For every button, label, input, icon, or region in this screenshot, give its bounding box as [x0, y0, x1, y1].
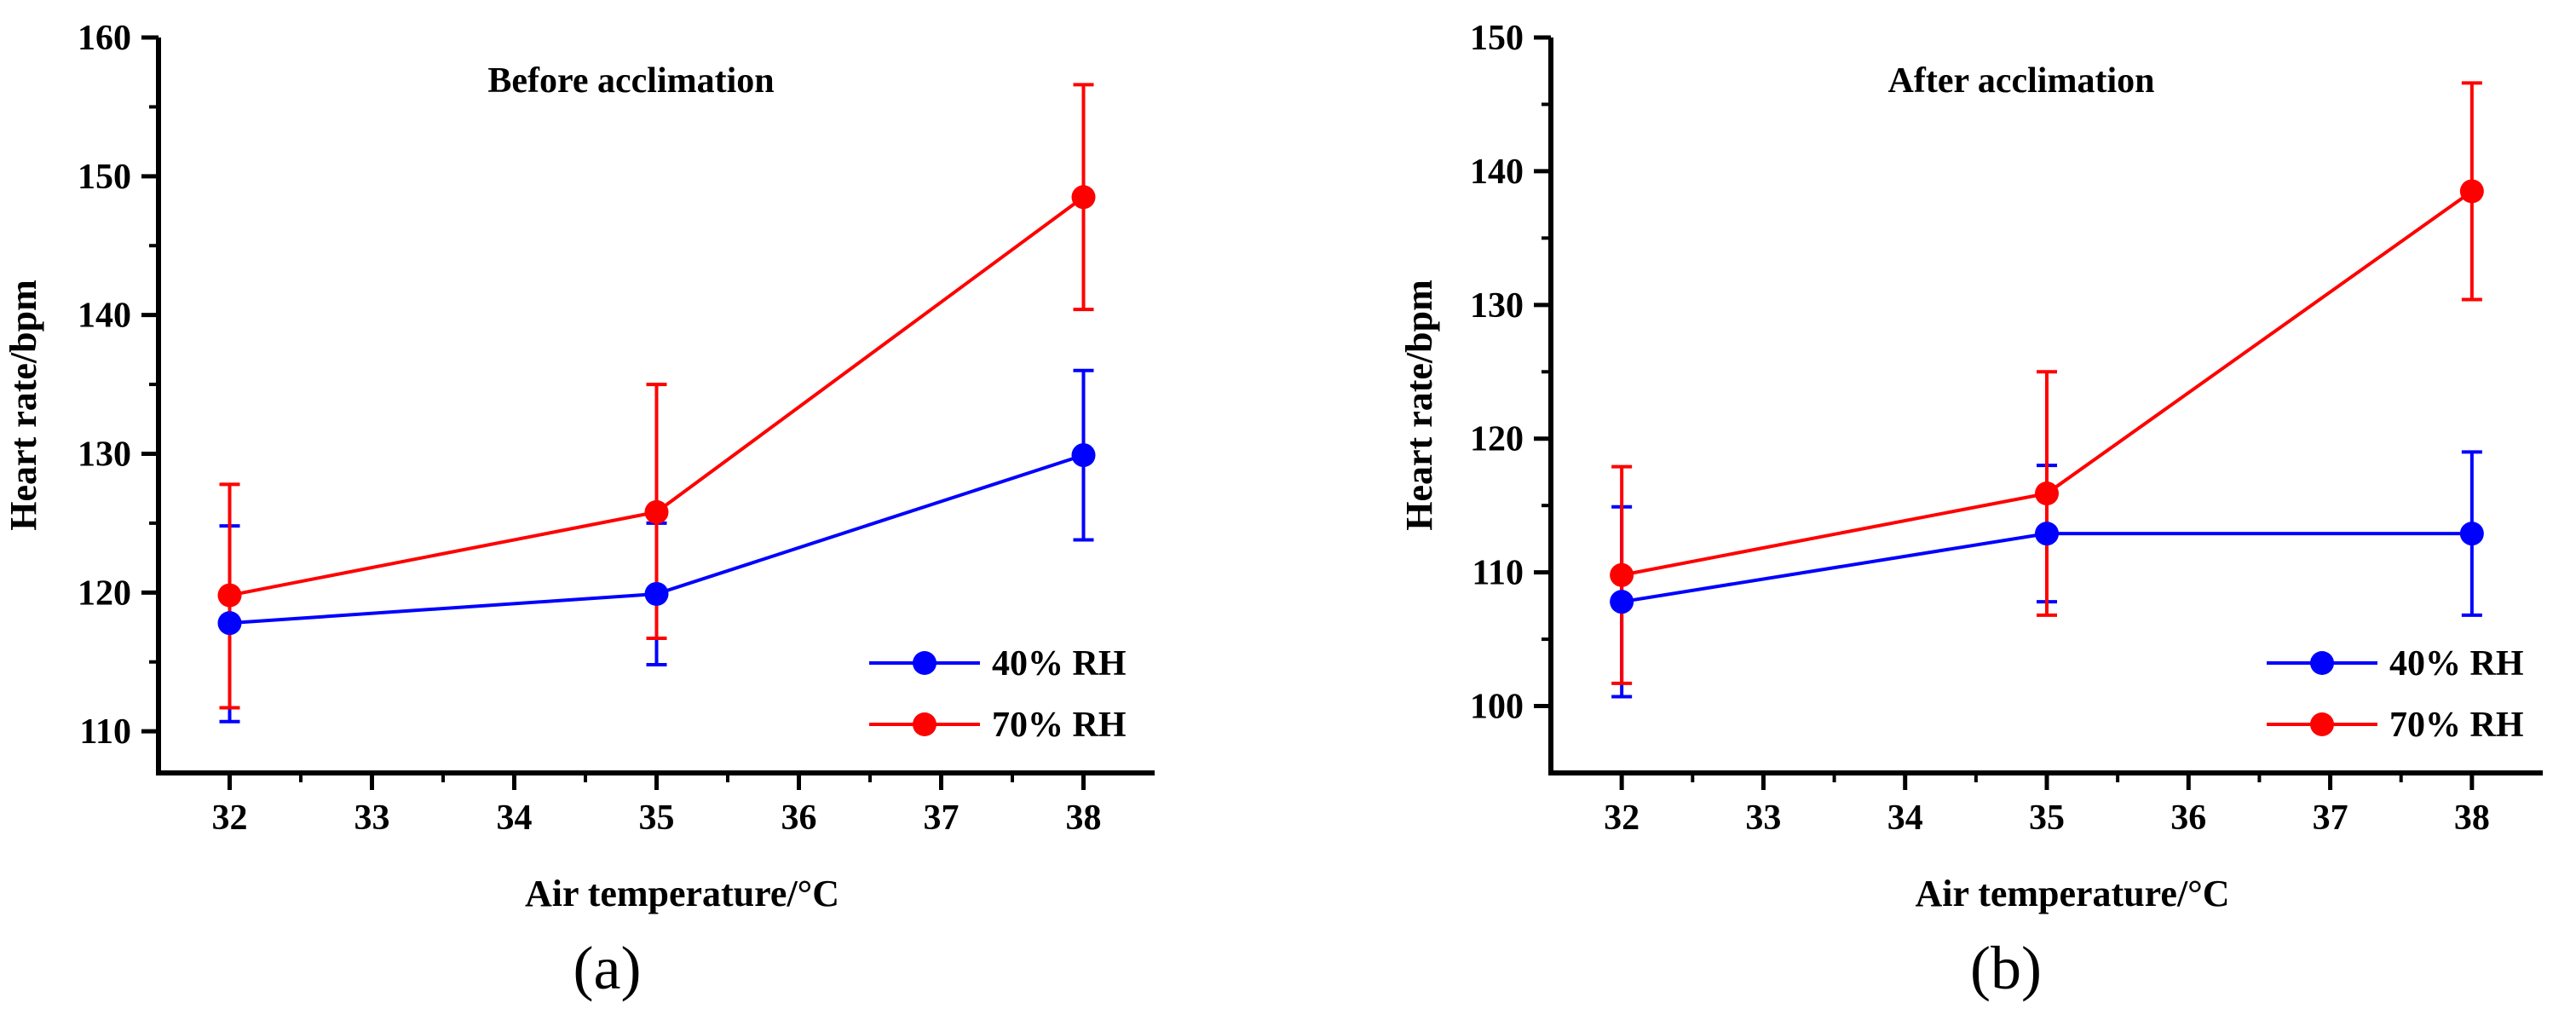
legend-label: 40% RH: [992, 644, 1127, 683]
legend-marker: [913, 651, 936, 675]
legend-label: 70% RH: [992, 706, 1127, 745]
legend: 40% RH 70% RH: [869, 644, 1127, 745]
data-point-40rh: [644, 581, 669, 606]
legend-label: 70% RH: [2389, 706, 2524, 745]
y-tick-label: 160: [78, 19, 131, 58]
chart-title: Before acclimation: [487, 61, 774, 101]
y-tick-label: 130: [78, 435, 131, 474]
x-tick-label: 34: [497, 799, 533, 838]
x-tick-label: 33: [354, 799, 390, 838]
data-point-70rh: [644, 499, 669, 524]
legend-marker: [2310, 651, 2334, 675]
data-point-40rh: [1610, 590, 1634, 614]
x-tick-label: 37: [924, 799, 960, 838]
legend-label: 40% RH: [2389, 644, 2524, 683]
legend-marker: [913, 712, 936, 736]
data-point-70rh: [217, 583, 242, 608]
data-point-40rh: [2035, 522, 2059, 546]
data-point-40rh: [1071, 443, 1096, 468]
panel-label: (a): [573, 934, 642, 1002]
panel-label: (b): [1970, 934, 2042, 1002]
x-tick-label: 35: [639, 799, 675, 838]
x-tick-label: 32: [1604, 799, 1640, 838]
y-tick-label: 150: [78, 158, 131, 197]
data-point-40rh: [217, 611, 242, 636]
y-tick-label: 140: [1470, 153, 1524, 192]
y-tick-label: 140: [78, 297, 131, 336]
y-axis-label: Heart rate/bpm: [3, 280, 44, 530]
y-tick-label: 120: [1470, 420, 1524, 459]
y-tick-label: 100: [1470, 688, 1524, 727]
x-axis-label: Air temperature/°C: [1915, 873, 2229, 914]
y-axis-label: Heart rate/bpm: [1398, 280, 1440, 530]
x-tick-label: 36: [2170, 799, 2206, 838]
data-point-70rh: [1071, 185, 1096, 210]
x-tick-label: 38: [2454, 799, 2490, 838]
y-tick-label: 110: [1472, 554, 1524, 593]
chart-panel-a: 110 120 130 140 150 160 32 33 34 35 36 37 38 Before a…: [3, 19, 1155, 1002]
y-tick-label: 130: [1470, 286, 1524, 326]
y-tick-label: 150: [1470, 19, 1524, 58]
legend: 40% RH 70% RH: [2267, 644, 2524, 745]
data-point-70rh: [1610, 562, 1634, 587]
x-tick-label: 35: [2029, 799, 2065, 838]
chart-panel-b: 100 110 120 130 140 150 32 33 34 35 36 37 38 After ac…: [1398, 19, 2543, 1002]
data-point-40rh: [2459, 522, 2484, 546]
x-tick-label: 37: [2313, 799, 2348, 838]
legend-marker: [2310, 712, 2334, 736]
x-tick-label: 34: [1887, 799, 1923, 838]
x-tick-label: 38: [1066, 799, 1102, 838]
x-axis-label: Air temperature/°C: [525, 873, 839, 914]
y-tick-label: 110: [79, 712, 131, 752]
chart-title: After acclimation: [1888, 61, 2155, 101]
x-tick-label: 32: [212, 799, 248, 838]
x-tick-label: 33: [1745, 799, 1781, 838]
data-point-70rh: [2035, 481, 2059, 506]
x-tick-label: 36: [781, 799, 817, 838]
data-point-70rh: [2459, 179, 2484, 204]
y-tick-label: 120: [78, 574, 131, 613]
